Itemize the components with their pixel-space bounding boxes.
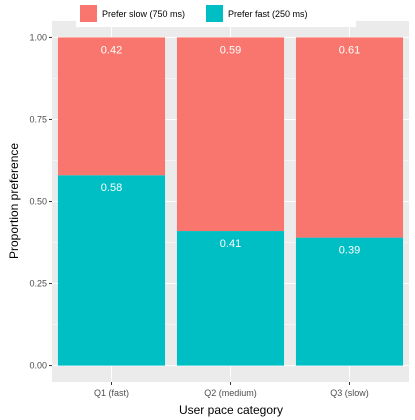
legend-label-prefer-slow: Prefer slow (750 ms) <box>102 9 185 19</box>
x-tick-label: Q3 (slow) <box>330 388 369 398</box>
data-label-prefer-fast-250-ms: 0.58 <box>101 182 122 194</box>
bar-prefer-slow-750-ms <box>176 37 285 232</box>
bar-prefer-fast-250-ms <box>176 231 285 366</box>
x-tick-label: Q2 (medium) <box>204 388 257 398</box>
bars <box>57 37 404 366</box>
bar-prefer-slow-750-ms <box>57 37 166 176</box>
legend-key-prefer-slow <box>80 5 97 22</box>
x-tick-label: Q1 (fast) <box>94 388 129 398</box>
y-tick-label: 0.00 <box>29 361 47 371</box>
y-axis: 0.00 0.25 0.50 0.75 1.00 <box>29 32 52 371</box>
x-axis-title: User pace category <box>179 403 283 417</box>
bar-prefer-fast-250-ms <box>295 237 404 366</box>
data-label-prefer-fast-250-ms: 0.41 <box>220 238 241 250</box>
bar-prefer-slow-750-ms <box>295 37 404 238</box>
legend: Prefer slow (750 ms) Prefer fast (250 ms… <box>76 1 356 27</box>
y-axis-title: Proportion preference <box>7 143 21 259</box>
legend-key-prefer-fast <box>206 5 223 22</box>
data-label-prefer-slow-750-ms: 0.59 <box>220 44 241 56</box>
data-label-prefer-slow-750-ms: 0.61 <box>339 44 360 56</box>
data-label-prefer-slow-750-ms: 0.42 <box>101 44 122 56</box>
data-labels: 0.58 0.42 0.41 0.59 0.39 0.61 <box>101 44 360 256</box>
y-tick-label: 0.75 <box>29 114 47 124</box>
x-axis: Q1 (fast) Q2 (medium) Q3 (slow) <box>94 382 369 398</box>
bar-prefer-fast-250-ms <box>57 175 166 366</box>
y-tick-label: 1.00 <box>29 32 47 42</box>
legend-label-prefer-fast: Prefer fast (250 ms) <box>228 9 308 19</box>
y-tick-label: 0.50 <box>29 197 47 207</box>
data-label-prefer-fast-250-ms: 0.39 <box>339 245 360 257</box>
y-tick-label: 0.25 <box>29 279 47 289</box>
